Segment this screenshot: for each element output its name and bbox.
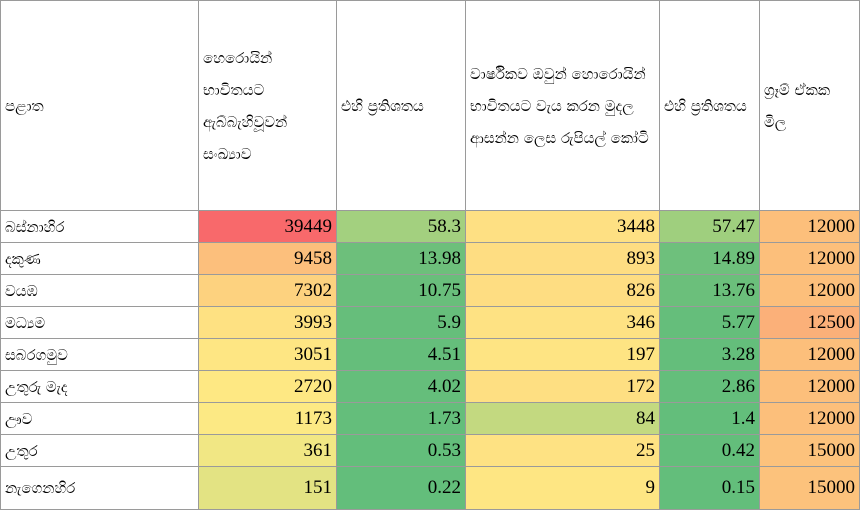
value-cell: 826 — [465, 274, 660, 307]
table-row: උතුර 361 0.53 25 0.42 15000 — [0, 434, 860, 467]
value-cell: 13.76 — [659, 274, 760, 307]
header-row: පළාත හෙරොයින් භාවිතයට ඇබ්බැහිවූවන් සංඛ්‍ය… — [0, 0, 860, 211]
value-cell: 3993 — [198, 306, 337, 339]
value-cell: 0.53 — [336, 434, 466, 467]
value-cell: 12000 — [759, 242, 860, 275]
data-table: පළාත හෙරොයින් භාවිතයට ඇබ්බැහිවූවන් සංඛ්‍ය… — [0, 0, 860, 510]
value-cell: 0.42 — [659, 434, 760, 467]
table-row: ඌව 1173 1.73 84 1.4 12000 — [0, 402, 860, 435]
value-cell: 12000 — [759, 370, 860, 403]
value-cell: 0.15 — [659, 466, 760, 510]
region-cell: ඌව — [0, 402, 199, 435]
table-row: සබරගමුව 3051 4.51 197 3.28 12000 — [0, 338, 860, 371]
value-cell: 5.9 — [336, 306, 466, 339]
value-cell: 13.98 — [336, 242, 466, 275]
value-cell: 4.02 — [336, 370, 466, 403]
header-cell: එහි ප්‍රතිශතය — [659, 0, 760, 211]
value-cell: 57.47 — [659, 210, 760, 243]
value-cell: 3051 — [198, 338, 337, 371]
region-cell: උතුර — [0, 434, 199, 467]
value-cell: 12500 — [759, 306, 860, 339]
value-cell: 7302 — [198, 274, 337, 307]
value-cell: 39449 — [198, 210, 337, 243]
value-cell: 9458 — [198, 242, 337, 275]
value-cell: 14.89 — [659, 242, 760, 275]
region-cell: සබරගමුව — [0, 338, 199, 371]
value-cell: 1173 — [198, 402, 337, 435]
value-cell: 84 — [465, 402, 660, 435]
value-cell: 2.86 — [659, 370, 760, 403]
table-row: මධ්‍යම 3993 5.9 346 5.77 12500 — [0, 306, 860, 339]
value-cell: 4.51 — [336, 338, 466, 371]
region-cell: නැගෙනහිර — [0, 466, 199, 510]
value-cell: 893 — [465, 242, 660, 275]
region-cell: මධ්‍යම — [0, 306, 199, 339]
header-cell: පළාත — [0, 0, 199, 211]
header-cell: වාර්ෂිකව ඔවුන් හොරොයින් භාවිතයට වැය කරන … — [465, 0, 660, 211]
value-cell: 1.73 — [336, 402, 466, 435]
value-cell: 9 — [465, 466, 660, 510]
header-cell: ග්‍රෑම් ඒකක මිල — [759, 0, 860, 211]
value-cell: 12000 — [759, 210, 860, 243]
table-body: බස්නාහිර 39449 58.3 3448 57.47 12000 දකුණ 9458 1… — [0, 210, 860, 510]
value-cell: 361 — [198, 434, 337, 467]
value-cell: 172 — [465, 370, 660, 403]
value-cell: 197 — [465, 338, 660, 371]
header-cell: එහි ප්‍රතිශතය — [336, 0, 466, 211]
value-cell: 3448 — [465, 210, 660, 243]
value-cell: 5.77 — [659, 306, 760, 339]
table-row: දකුණ 9458 13.98 893 14.89 12000 — [0, 242, 860, 275]
value-cell: 58.3 — [336, 210, 466, 243]
value-cell: 151 — [198, 466, 337, 510]
table-row: උතුරු මැද 2720 4.02 172 2.86 12000 — [0, 370, 860, 403]
value-cell: 346 — [465, 306, 660, 339]
value-cell: 15000 — [759, 434, 860, 467]
region-cell: වයඹ — [0, 274, 199, 307]
table-row: බස්නාහිර 39449 58.3 3448 57.47 12000 — [0, 210, 860, 243]
value-cell: 15000 — [759, 466, 860, 510]
region-cell: බස්නාහිර — [0, 210, 199, 243]
region-cell: උතුරු මැද — [0, 370, 199, 403]
value-cell: 1.4 — [659, 402, 760, 435]
header-cell: හෙරොයින් භාවිතයට ඇබ්බැහිවූවන් සංඛ්‍යාව — [198, 0, 337, 211]
value-cell: 12000 — [759, 274, 860, 307]
table-row: නැගෙනහිර 151 0.22 9 0.15 15000 — [0, 466, 860, 510]
table-row: වයඹ 7302 10.75 826 13.76 12000 — [0, 274, 860, 307]
value-cell: 3.28 — [659, 338, 760, 371]
value-cell: 25 — [465, 434, 660, 467]
value-cell: 12000 — [759, 338, 860, 371]
value-cell: 0.22 — [336, 466, 466, 510]
region-cell: දකුණ — [0, 242, 199, 275]
value-cell: 2720 — [198, 370, 337, 403]
value-cell: 12000 — [759, 402, 860, 435]
value-cell: 10.75 — [336, 274, 466, 307]
